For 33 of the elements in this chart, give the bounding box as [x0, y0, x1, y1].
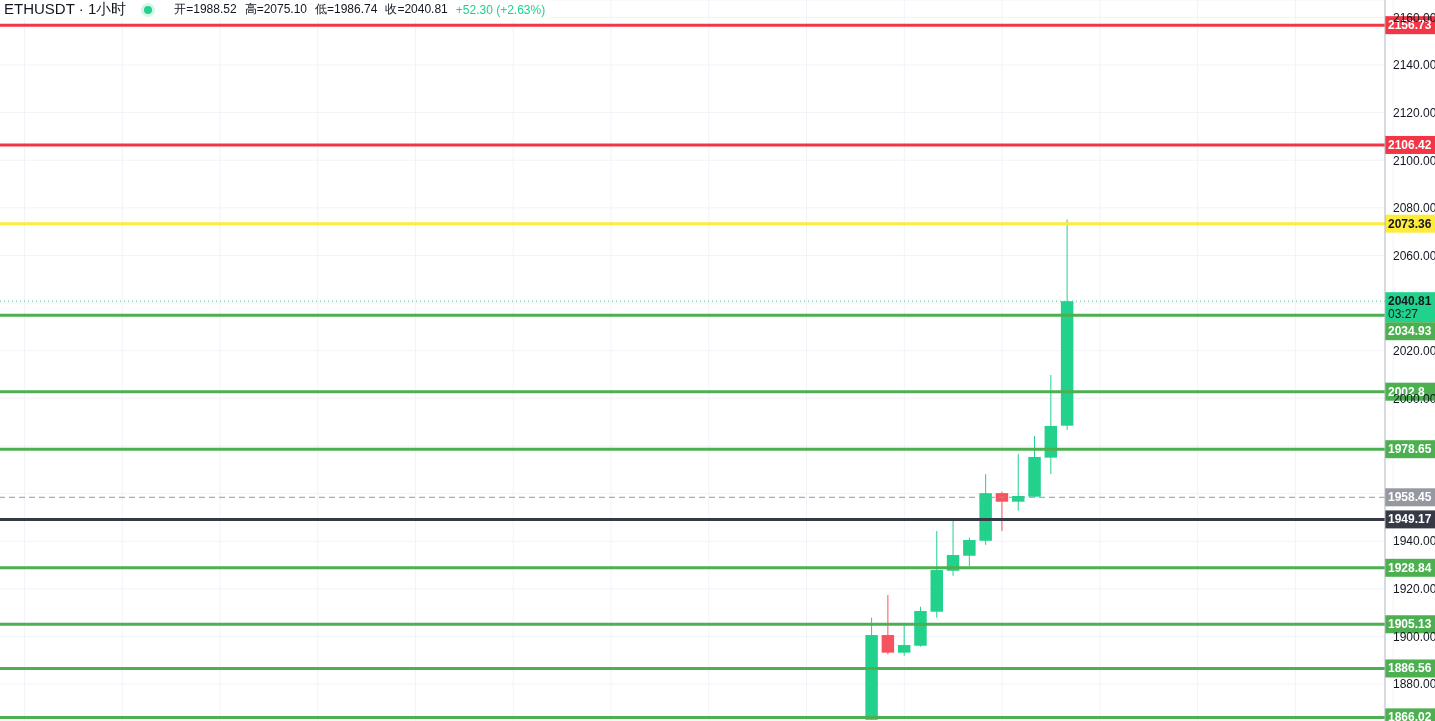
ref-line-label: 1958.45	[1388, 490, 1432, 505]
y-tick-label: 1940.00	[1393, 534, 1435, 549]
candlestick	[995, 491, 1009, 532]
annotation: 低=1986.74	[315, 1, 378, 18]
candlestick	[897, 625, 911, 657]
annotation: 收=2040.81	[385, 1, 448, 18]
ref-line-label: 1866.02	[1388, 710, 1432, 721]
chart-title: ETHUSDT · 1小时	[4, 0, 127, 19]
y-tick-label: 2060.00	[1393, 248, 1435, 263]
y-tick-label: 1880.00	[1393, 677, 1435, 692]
y-tick-label: 2020.00	[1393, 344, 1435, 358]
ref-line-label: 2040.81	[1388, 294, 1432, 309]
y-tick-label: 2140.00	[1393, 58, 1435, 73]
ref-line-label: 2073.36	[1388, 216, 1432, 231]
y-tick-label: 2120.00	[1393, 105, 1435, 120]
ref-line-label: 2106.42	[1388, 137, 1432, 152]
candlestick	[881, 594, 895, 655]
ref-line-label: 1949.17	[1388, 512, 1432, 527]
candlestick	[963, 537, 976, 567]
y-tick-label: 2080.00	[1393, 201, 1435, 216]
annotation: 高=2075.10	[244, 1, 308, 18]
ref-line-label: 1928.84	[1388, 560, 1432, 575]
ref-line-label: 1905.13	[1388, 617, 1432, 632]
annotation: +52.30 (+2.63%)	[455, 2, 546, 17]
candlestick	[1012, 453, 1025, 512]
ref-line-label: 1978.65	[1388, 442, 1432, 457]
text: 03:27	[1388, 307, 1419, 322]
y-tick-label: 1900.00	[1393, 629, 1435, 644]
y-tick-label: 1920.00	[1393, 582, 1435, 597]
annotation: 开=1988.52	[174, 1, 237, 18]
y-tick-label: 2100.00	[1393, 153, 1435, 168]
ref-line-label: 1886.56	[1388, 661, 1432, 676]
ref-line-label: 2034.93	[1388, 324, 1432, 339]
